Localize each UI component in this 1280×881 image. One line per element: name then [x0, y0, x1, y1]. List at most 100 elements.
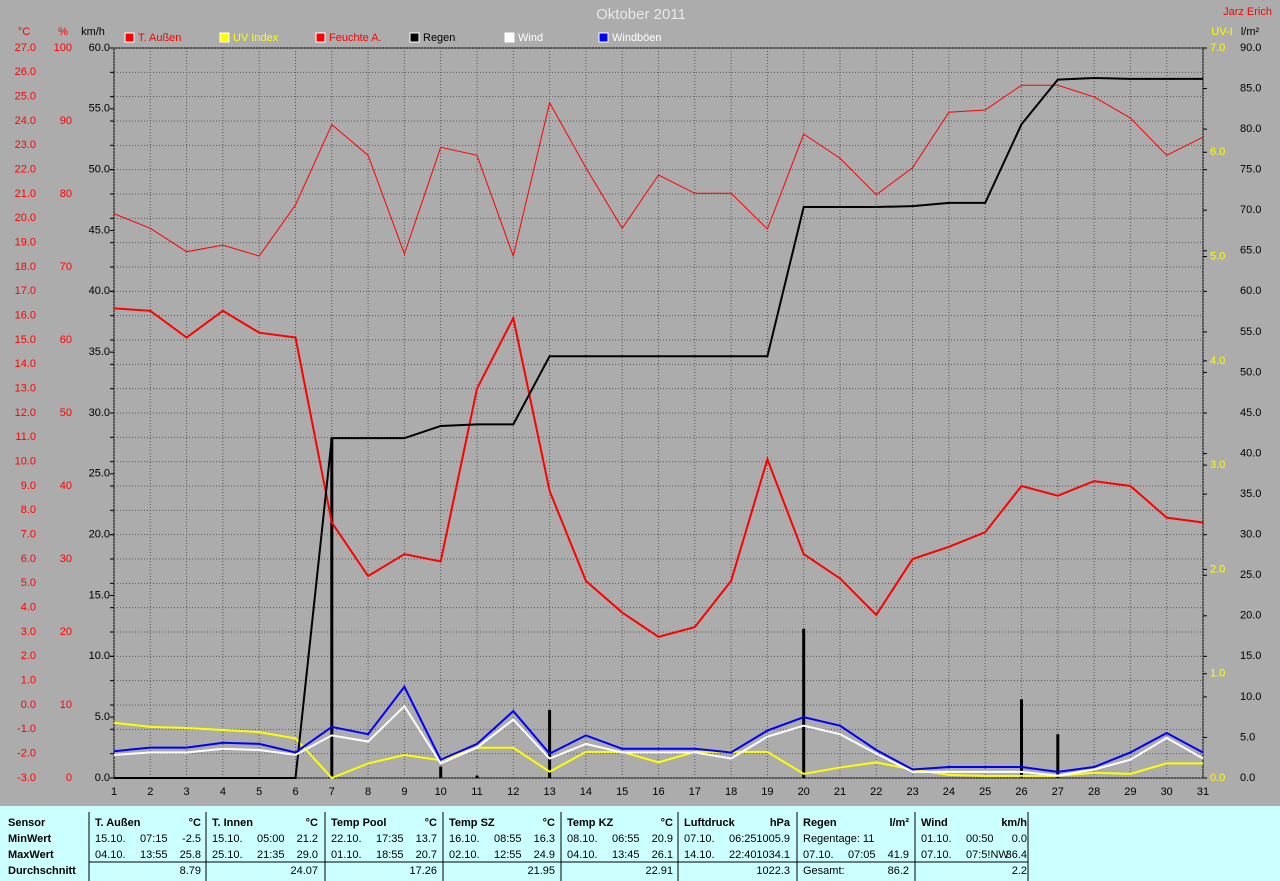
y-tick-label: 0.0 [95, 772, 110, 784]
y-tick-label: 45.0 [1240, 407, 1261, 419]
table-cell: 06:25 [729, 833, 757, 845]
y-tick-label: 5.0 [1210, 250, 1225, 262]
table-cell: 20.9 [652, 833, 673, 845]
table-cell: 08:55 [494, 833, 522, 845]
group-header: Temp KZ [567, 817, 614, 829]
y-tick-label: 16.0 [15, 310, 36, 322]
y-tick-label: -2.0 [17, 748, 36, 760]
table-cell: 20.7 [416, 849, 437, 861]
table-cell: 22.10. [331, 833, 362, 845]
y-tick-label: 10.0 [89, 650, 110, 662]
group-header: Wind [921, 817, 948, 829]
y-tick-label: 40.0 [1240, 447, 1261, 459]
legend-label: Windböen [612, 32, 662, 44]
group-header: Temp SZ [449, 817, 495, 829]
y-tick-label: 1.0 [1210, 668, 1225, 680]
rain-bar [802, 628, 806, 778]
x-tick-label: 12 [507, 786, 519, 798]
table-cell: 13:45 [612, 849, 640, 861]
rain-bar [548, 709, 552, 778]
y-tick-label: 17.0 [15, 285, 36, 297]
x-tick-label: 28 [1088, 786, 1100, 798]
y-tick-label: 80.0 [1240, 123, 1261, 135]
legend-label: T. Außen [138, 32, 181, 44]
table-cell: 21:35 [257, 849, 285, 861]
table-cell: 05:00 [257, 833, 285, 845]
y-tick-label: 60.0 [1240, 285, 1261, 297]
table-cell: 13:55 [140, 849, 168, 861]
y-tick-label: -3.0 [17, 772, 36, 784]
x-tick-label: 21 [834, 786, 846, 798]
table-cell: 1005.9 [756, 833, 790, 845]
group-header: Temp Pool [331, 817, 386, 829]
table-cell: 07.10. [684, 833, 715, 845]
table-cell: 01.10. [331, 849, 362, 861]
table-cell: 15.10. [212, 833, 243, 845]
y-tick-label: 20.0 [15, 212, 36, 224]
table-cell: 29.0 [297, 849, 318, 861]
y-tick-label: 23.0 [15, 139, 36, 151]
table-cell: 21.2 [297, 833, 318, 845]
series-line [113, 721, 1203, 780]
x-tick-label: 16 [652, 786, 664, 798]
axis-title: UV-I [1211, 26, 1232, 38]
table-cell: 18:55 [376, 849, 404, 861]
y-tick-label: 30.0 [1240, 529, 1261, 541]
rain-bar [330, 438, 334, 778]
y-tick-label: 5.0 [21, 577, 36, 589]
y-tick-label: 80 [60, 188, 72, 200]
y-tick-label: -1.0 [17, 723, 36, 735]
rain-bar [1056, 734, 1060, 778]
y-tick-label: 21.0 [15, 188, 36, 200]
group-unit: hPa [770, 817, 791, 829]
y-tick-label: 24.0 [15, 115, 36, 127]
x-tick-label: 10 [435, 786, 447, 798]
table-cell: 01.10. [921, 833, 952, 845]
group-unit: °C [425, 817, 437, 829]
y-tick-label: 75.0 [1240, 164, 1261, 176]
y-tick-label: 19.0 [15, 237, 36, 249]
y-tick-label: 13.0 [15, 383, 36, 395]
legend-label: Wind [518, 32, 543, 44]
y-tick-label: 90 [60, 115, 72, 127]
table-cell: 86.2 [888, 865, 909, 877]
table-cell: 24.07 [290, 865, 318, 877]
x-tick-label: 1 [111, 786, 117, 798]
y-tick-label: 15.0 [89, 589, 110, 601]
y-tick-label: 12.0 [15, 407, 36, 419]
table-cell: 1022.3 [756, 865, 790, 877]
axis-title: l/m² [1241, 26, 1260, 38]
group-header: Regen [803, 817, 837, 829]
table-cell: 07.10. [803, 849, 834, 861]
y-tick-label: 5.0 [1240, 731, 1255, 743]
y-tick-label: 50 [60, 407, 72, 419]
y-tick-label: 50.0 [89, 164, 110, 176]
y-tick-label: 90.0 [1240, 42, 1261, 54]
x-tick-label: 5 [256, 786, 262, 798]
x-tick-label: 23 [906, 786, 918, 798]
table-cell: 36.4 [1006, 849, 1027, 861]
table-cell: Regentage: 11 [803, 833, 874, 845]
y-tick-label: 10 [60, 699, 72, 711]
y-tick-label: 30.0 [89, 407, 110, 419]
table-cell: 8.79 [180, 865, 201, 877]
legend-swatch [598, 32, 609, 43]
group-unit: °C [543, 817, 555, 829]
x-tick-label: 20 [798, 786, 810, 798]
y-tick-label: 8.0 [21, 504, 36, 516]
y-tick-label: 25.0 [1240, 569, 1261, 581]
row-label: MinWert [8, 833, 52, 845]
table-cell: 26.1 [652, 849, 673, 861]
x-tick-label: 8 [365, 786, 371, 798]
table-cell: 07.10. [921, 849, 952, 861]
table-cell: 15.10. [95, 833, 126, 845]
series-line [113, 307, 1204, 638]
y-tick-label: 30 [60, 553, 72, 565]
series-line [113, 684, 1204, 773]
chart-title: Oktober 2011 [596, 6, 686, 23]
y-tick-label: 6.0 [21, 553, 36, 565]
table-background [0, 806, 1280, 881]
author: Jarz Erich [1223, 6, 1272, 18]
x-tick-label: 17 [689, 786, 701, 798]
x-tick-label: 18 [725, 786, 737, 798]
